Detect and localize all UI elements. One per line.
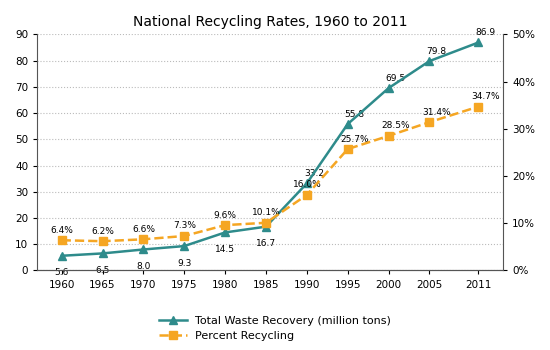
Text: 16.0%: 16.0%: [293, 180, 321, 189]
Percent Recycling: [140, 237, 147, 241]
Text: 33.2: 33.2: [304, 169, 324, 178]
Total Waste Recovery (million tons): [426, 59, 433, 63]
Text: 9.3: 9.3: [177, 259, 191, 267]
Total Waste Recovery (million tons): [181, 244, 188, 248]
Title: National Recycling Rates, 1960 to 2011: National Recycling Rates, 1960 to 2011: [133, 15, 408, 29]
Line: Percent Recycling: Percent Recycling: [58, 103, 482, 245]
Text: 6.6%: 6.6%: [132, 225, 155, 234]
Percent Recycling: [304, 193, 310, 197]
Total Waste Recovery (million tons): [475, 40, 482, 44]
Percent Recycling: [222, 223, 228, 227]
Total Waste Recovery (million tons): [58, 254, 65, 258]
Text: 14.5: 14.5: [215, 245, 235, 254]
Text: 8.0: 8.0: [136, 262, 151, 271]
Text: 5.6: 5.6: [54, 268, 69, 277]
Text: 16.7: 16.7: [256, 239, 276, 248]
Percent Recycling: [99, 239, 106, 243]
Text: 9.6%: 9.6%: [213, 211, 236, 219]
Text: 79.8: 79.8: [426, 47, 447, 56]
Text: 55.8: 55.8: [345, 110, 365, 119]
Text: 31.4%: 31.4%: [422, 107, 450, 117]
Line: Total Waste Recovery (million tons): Total Waste Recovery (million tons): [58, 38, 482, 260]
Percent Recycling: [475, 105, 482, 109]
Percent Recycling: [385, 134, 392, 138]
Percent Recycling: [181, 234, 188, 238]
Text: 25.7%: 25.7%: [340, 134, 369, 144]
Total Waste Recovery (million tons): [344, 122, 351, 126]
Legend: Total Waste Recovery (million tons), Percent Recycling: Total Waste Recovery (million tons), Per…: [156, 312, 394, 344]
Text: 6.2%: 6.2%: [91, 227, 114, 236]
Text: 6.5: 6.5: [95, 266, 109, 275]
Percent Recycling: [426, 120, 433, 124]
Total Waste Recovery (million tons): [99, 251, 106, 256]
Text: 34.7%: 34.7%: [471, 92, 500, 101]
Total Waste Recovery (million tons): [304, 181, 310, 186]
Percent Recycling: [344, 147, 351, 151]
Total Waste Recovery (million tons): [385, 86, 392, 90]
Percent Recycling: [263, 220, 270, 225]
Total Waste Recovery (million tons): [140, 247, 147, 252]
Text: 28.5%: 28.5%: [381, 121, 410, 130]
Text: 7.3%: 7.3%: [173, 222, 196, 230]
Text: 69.5: 69.5: [386, 74, 405, 83]
Text: 86.9: 86.9: [475, 28, 496, 37]
Text: 10.1%: 10.1%: [251, 208, 280, 217]
Total Waste Recovery (million tons): [222, 230, 228, 235]
Total Waste Recovery (million tons): [263, 225, 270, 229]
Text: 6.4%: 6.4%: [50, 226, 73, 235]
Percent Recycling: [58, 238, 65, 242]
